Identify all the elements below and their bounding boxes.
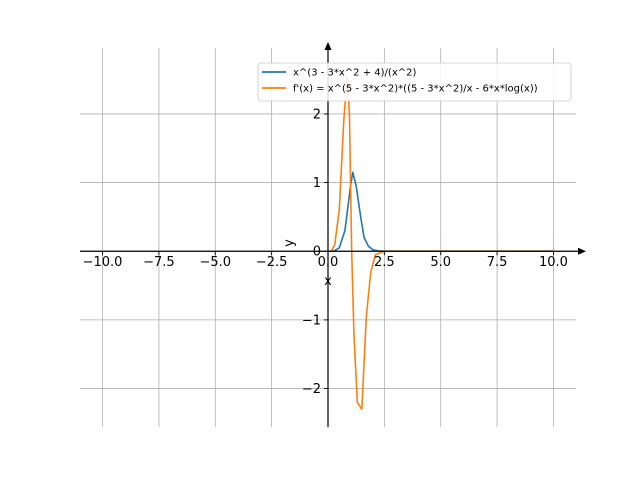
x-tick-label: −5.0 (199, 255, 231, 270)
y-tick-label: −1 (302, 313, 321, 328)
x-tick-label: −2.5 (256, 255, 288, 270)
x-axis-label: x (324, 274, 332, 289)
y-tick-label: 1 (313, 176, 321, 191)
legend: x^(3 - 3*x^2 + 4)/(x^2) f'(x) = x^(5 - 3*… (257, 62, 572, 102)
x-tick-label: 5.0 (430, 255, 451, 270)
legend-label: f'(x) = x^(5 - 3*x^2)*((5 - 3*x^2)/x - 6… (293, 84, 538, 95)
y-axis-label: y (282, 239, 297, 247)
y-tick-label: −2 (302, 382, 321, 397)
y-tick-label: 0 (313, 245, 321, 260)
x-tick-label: −7.5 (143, 255, 175, 270)
x-tick-label: −10.0 (83, 255, 123, 270)
legend-label: x^(3 - 3*x^2 + 4)/(x^2) (293, 68, 416, 79)
tick-labels: −10.0 −7.5 −5.0 −2.5 0.0 2.5 5.0 7.5 10.0 −2 −1 0 1 2 (83, 107, 568, 397)
axes (80, 42, 586, 427)
x-tick-label: 7.5 (487, 255, 508, 270)
legend-box (257, 62, 572, 102)
x-tick-label: 0.0 (318, 255, 339, 270)
x-tick-label: 2.5 (374, 255, 395, 270)
x-tick-label: 10.0 (539, 255, 568, 270)
x-axis-arrow (578, 247, 586, 255)
y-axis-arrow (324, 42, 332, 50)
y-tick-label: 2 (313, 107, 321, 122)
